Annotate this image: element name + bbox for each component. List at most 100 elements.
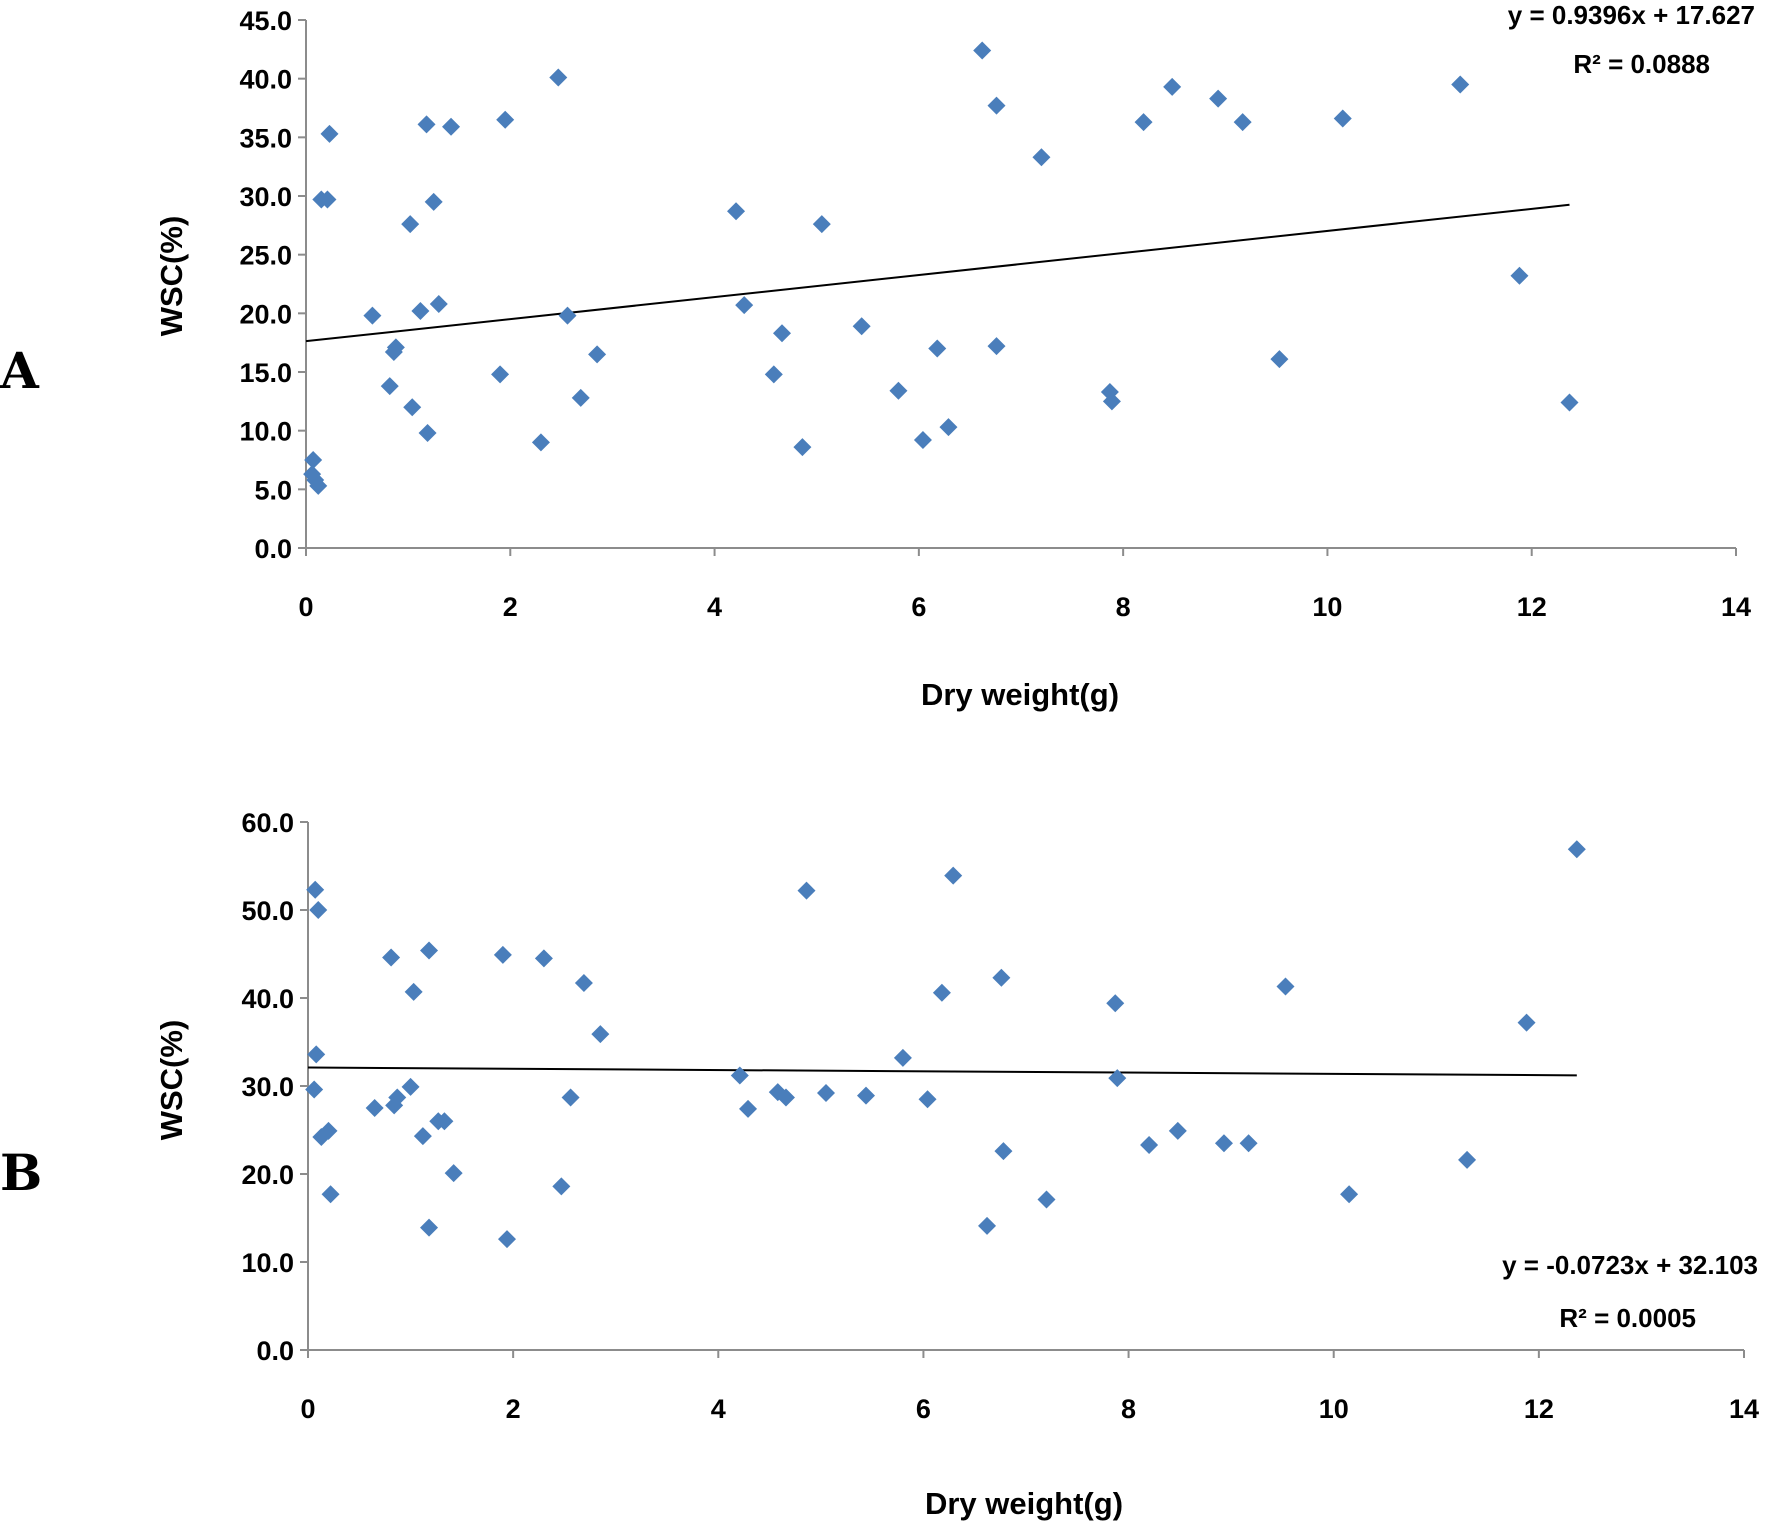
data-point-a: [1333, 109, 1352, 128]
data-point-a: [735, 296, 754, 315]
y-tick-label-b: 10.0: [241, 1248, 294, 1278]
y-tick-label-a: 5.0: [254, 475, 292, 505]
data-point-b: [365, 1099, 384, 1117]
data-point-b: [534, 949, 553, 968]
data-point-b: [401, 1077, 420, 1096]
y-tick-label-b: 30.0: [241, 1072, 294, 1102]
data-point-a: [571, 388, 590, 407]
chart-a: A WSC(%) Dry weight(g) y = 0.9396x + 17.…: [0, 0, 1755, 712]
data-point-a: [417, 115, 436, 134]
data-point-b: [420, 941, 439, 960]
y-tick-label-a: 20.0: [239, 299, 292, 329]
data-point-b: [591, 1025, 610, 1044]
data-point-b: [893, 1048, 912, 1067]
y-tick-label-a: 15.0: [239, 358, 292, 388]
x-axis-label-b: Dry weight(g): [925, 1486, 1123, 1521]
data-point-b: [307, 1045, 326, 1064]
data-point-b: [306, 880, 325, 899]
data-point-b: [497, 1230, 516, 1249]
data-point-b: [992, 968, 1011, 987]
data-point-a: [1032, 148, 1051, 167]
trendline-a: [305, 203, 1570, 343]
data-point-a: [403, 398, 422, 417]
data-point-a: [531, 433, 550, 452]
data-point-b: [1214, 1134, 1233, 1153]
data-point-a: [1102, 392, 1121, 411]
r-squared-b: R² = 0.0005: [1559, 1303, 1696, 1333]
x-tick-label-a: 4: [707, 592, 722, 622]
data-point-b: [574, 974, 593, 993]
plot-area-b: 0.0 10.0 20.0 30.0 40.0 50.0 60.0 0 2 4 6 8 10 12 14: [241, 808, 1759, 1424]
data-point-b: [739, 1099, 758, 1118]
data-point-a: [320, 124, 339, 143]
x-tick-label-b: 6: [916, 1394, 931, 1424]
data-point-b: [1108, 1069, 1127, 1088]
data-point-b: [994, 1142, 1013, 1161]
data-point-a: [363, 306, 382, 325]
data-point-b: [420, 1218, 439, 1237]
trendline-b: [307, 1066, 1577, 1077]
data-point-a: [442, 117, 461, 136]
data-point-a: [1233, 113, 1252, 132]
data-point-a: [411, 301, 430, 320]
data-point-b: [319, 1121, 338, 1140]
data-point-a: [973, 41, 992, 60]
x-tick-label-a: 6: [911, 592, 926, 622]
data-point-b: [1239, 1134, 1258, 1153]
data-point-b: [1340, 1185, 1359, 1204]
data-point-a: [764, 365, 783, 384]
data-point-a: [588, 345, 607, 364]
data-point-b: [1458, 1150, 1477, 1169]
data-point-a: [987, 96, 1006, 115]
data-point-a: [928, 339, 947, 358]
data-point-a: [318, 190, 337, 209]
x-tick-label-a: 8: [1116, 592, 1131, 622]
y-tick-label-a: 40.0: [239, 65, 292, 95]
y-axis-label-b: WSC(%): [154, 1020, 189, 1141]
data-point-a: [304, 451, 323, 469]
y-tick-label-b: 60.0: [241, 808, 294, 838]
data-point-a: [772, 324, 791, 343]
data-point-a: [727, 202, 746, 221]
data-point-b: [1276, 977, 1295, 996]
data-point-a: [913, 431, 932, 450]
y-tick-label-b: 40.0: [241, 984, 294, 1014]
x-tick-label-b: 12: [1524, 1394, 1554, 1424]
data-point-b: [1567, 840, 1586, 859]
data-point-a: [401, 215, 420, 234]
data-point-b: [1517, 1013, 1536, 1032]
data-point-b: [435, 1112, 454, 1131]
x-tick-label-a: 12: [1517, 592, 1547, 622]
data-point-a: [1134, 113, 1153, 132]
data-point-a: [309, 476, 328, 495]
data-point-a: [380, 377, 399, 396]
data-point-a: [1451, 75, 1470, 94]
data-point-b: [305, 1080, 324, 1099]
data-point-a: [549, 68, 568, 87]
data-point-b: [797, 881, 816, 900]
trendline-equation-a: y = 0.9396x + 17.627: [1508, 0, 1755, 30]
x-tick-label-b: 4: [711, 1394, 726, 1424]
y-tick-label-b: 50.0: [241, 896, 294, 926]
data-point-a: [1270, 350, 1289, 369]
data-point-b: [321, 1185, 340, 1204]
data-point-b: [561, 1088, 580, 1107]
data-point-b: [1168, 1121, 1187, 1140]
x-tick-label-b: 14: [1729, 1394, 1759, 1424]
data-point-a: [939, 418, 958, 437]
data-point-b: [776, 1088, 795, 1107]
chart-b: B WSC(%) Dry weight(g) y = -0.0723x + 32…: [0, 808, 1759, 1521]
data-point-a: [429, 294, 448, 313]
data-point-b: [413, 1127, 432, 1146]
data-point-b: [1037, 1190, 1056, 1209]
data-point-b: [1140, 1135, 1159, 1154]
data-point-b: [1106, 994, 1125, 1013]
panel-label-a: A: [0, 341, 40, 400]
plot-area-a: 0.0 5.0 10.0 15.0 20.0 25.0 30.0 35.0 40.0 45.0 0 2…: [239, 6, 1751, 622]
trendline-equation-b: y = -0.0723x + 32.103: [1502, 1250, 1758, 1280]
panel-label-b: B: [0, 1143, 42, 1202]
x-tick-label-b: 10: [1319, 1394, 1349, 1424]
data-point-b: [932, 983, 951, 1002]
y-tick-label-a: 25.0: [239, 241, 292, 271]
